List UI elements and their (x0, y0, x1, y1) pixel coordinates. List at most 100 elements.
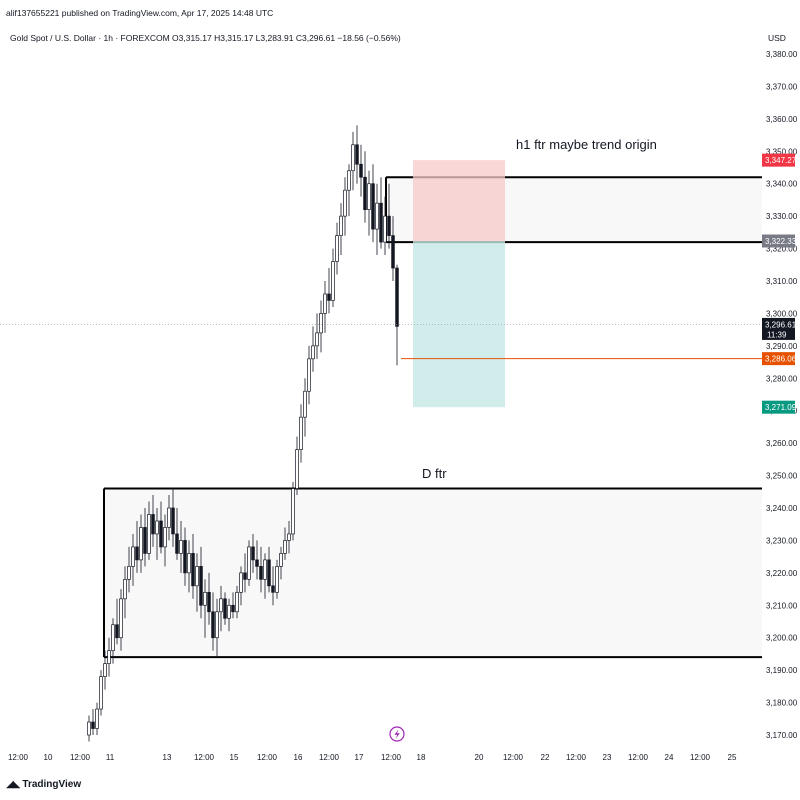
candle (143, 508, 147, 567)
stop-loss-zone[interactable] (413, 160, 505, 242)
candle (227, 598, 231, 632)
candle (387, 183, 391, 249)
take-profit-zone[interactable] (413, 241, 505, 408)
candle (175, 508, 179, 560)
candle (103, 650, 107, 690)
candle (287, 520, 291, 554)
candle (379, 177, 383, 249)
y-tick-label: 3,180.00 (766, 699, 798, 708)
y-tick-label: 3,340.00 (766, 180, 798, 189)
y-tick-label: 3,300.00 (766, 309, 798, 318)
candle (107, 637, 111, 677)
price-tag-green[interactable]: 3,271.09 (762, 400, 797, 414)
candle (243, 553, 247, 593)
svg-text:11:39: 11:39 (767, 330, 787, 339)
candle (255, 540, 259, 580)
y-tick-label: 3,230.00 (766, 536, 798, 545)
publish-info: alif1376552​21 published on TradingView.… (6, 8, 274, 18)
x-tick-label: 18 (417, 753, 426, 762)
candles-layer (87, 125, 399, 742)
candle (371, 164, 375, 243)
annotation-text[interactable]: D ftr (422, 466, 447, 481)
x-tick-label: 11 (106, 753, 115, 762)
candle (167, 495, 171, 541)
candle (171, 488, 175, 547)
y-axis: 3,380.00 3,370.00 3,360.00 3,350.00 3,340.00… (766, 50, 798, 740)
y-tick-label: 3,310.00 (766, 277, 798, 286)
y-tick-label: 3,280.00 (766, 374, 798, 383)
y-tick-label: 3,210.00 (766, 601, 798, 610)
candle (191, 533, 195, 599)
x-tick-label: 12:00 (319, 753, 340, 762)
candle (275, 559, 279, 599)
candle (315, 313, 319, 359)
candle (111, 618, 115, 664)
svg-text:3,271.09: 3,271.09 (765, 403, 797, 412)
candle (271, 566, 275, 606)
y-tick-label: 3,220.00 (766, 569, 798, 578)
candle (251, 533, 255, 573)
candle (87, 715, 91, 742)
candle (343, 177, 347, 236)
svg-text:3,296.61: 3,296.61 (765, 320, 797, 329)
price-tag-gray[interactable]: 3,322.33 (762, 234, 797, 248)
x-tick-label: 24 (665, 753, 674, 762)
y-tick-label: 3,190.00 (766, 666, 798, 675)
candle (139, 514, 143, 573)
candle (127, 546, 131, 593)
tradingview-logo[interactable]: ◢◣ TradingView (6, 779, 81, 790)
candle (151, 495, 155, 547)
currency-label[interactable]: USD (768, 33, 786, 43)
candle (163, 514, 167, 567)
price-tag-red[interactable]: 3,347.27 (762, 153, 797, 167)
candle (327, 268, 331, 314)
x-tick-label: 15 (230, 753, 239, 762)
replay-icon[interactable] (389, 726, 405, 742)
candle (99, 670, 103, 716)
candle (159, 501, 163, 554)
x-tick-label: 12:00 (257, 753, 278, 762)
x-tick-label: 25 (728, 753, 737, 762)
candle (223, 592, 227, 625)
candle (291, 482, 295, 541)
x-tick-label: 20 (475, 753, 484, 762)
candle (307, 345, 311, 405)
x-tick-label: 12:00 (70, 753, 91, 762)
svg-text:3,322.33: 3,322.33 (765, 237, 797, 246)
candle (263, 553, 267, 599)
candle (207, 572, 211, 625)
candle (375, 183, 379, 256)
symbol-legend[interactable]: Gold Spot / U.S. Dollar · 1h · FOREXCOM … (10, 33, 401, 43)
candle (259, 546, 263, 593)
x-tick-label: 16 (294, 753, 303, 762)
y-tick-label: 3,260.00 (766, 439, 798, 448)
y-tick-label: 3,250.00 (766, 472, 798, 481)
x-tick-label: 10 (44, 753, 53, 762)
annotation-text[interactable]: h1 ftr maybe trend origin (516, 137, 657, 152)
candle (335, 222, 339, 275)
candle (203, 579, 207, 638)
candle (219, 585, 223, 632)
candle (383, 196, 387, 256)
position-layer (413, 160, 505, 408)
candle (355, 125, 359, 184)
y-tick-label: 3,170.00 (766, 731, 798, 740)
candle (183, 527, 187, 586)
x-axis: 12:00 10 12:00 11 13 12:00 15 12:00 16 12:00 17 12:… (8, 753, 737, 762)
candle (119, 589, 123, 651)
y-tick-label: 3,240.00 (766, 504, 798, 513)
candle (391, 216, 395, 281)
candle (267, 546, 271, 593)
candle (211, 592, 215, 651)
x-tick-label: 12:00 (628, 753, 649, 762)
candle (199, 546, 203, 619)
candle (135, 520, 139, 573)
candle (131, 533, 135, 586)
price-tag-orange[interactable]: 3,286.06 (762, 352, 797, 366)
candle (279, 546, 283, 580)
y-tick-label: 3,290.00 (766, 342, 798, 351)
x-tick-label: 12:00 (503, 753, 524, 762)
